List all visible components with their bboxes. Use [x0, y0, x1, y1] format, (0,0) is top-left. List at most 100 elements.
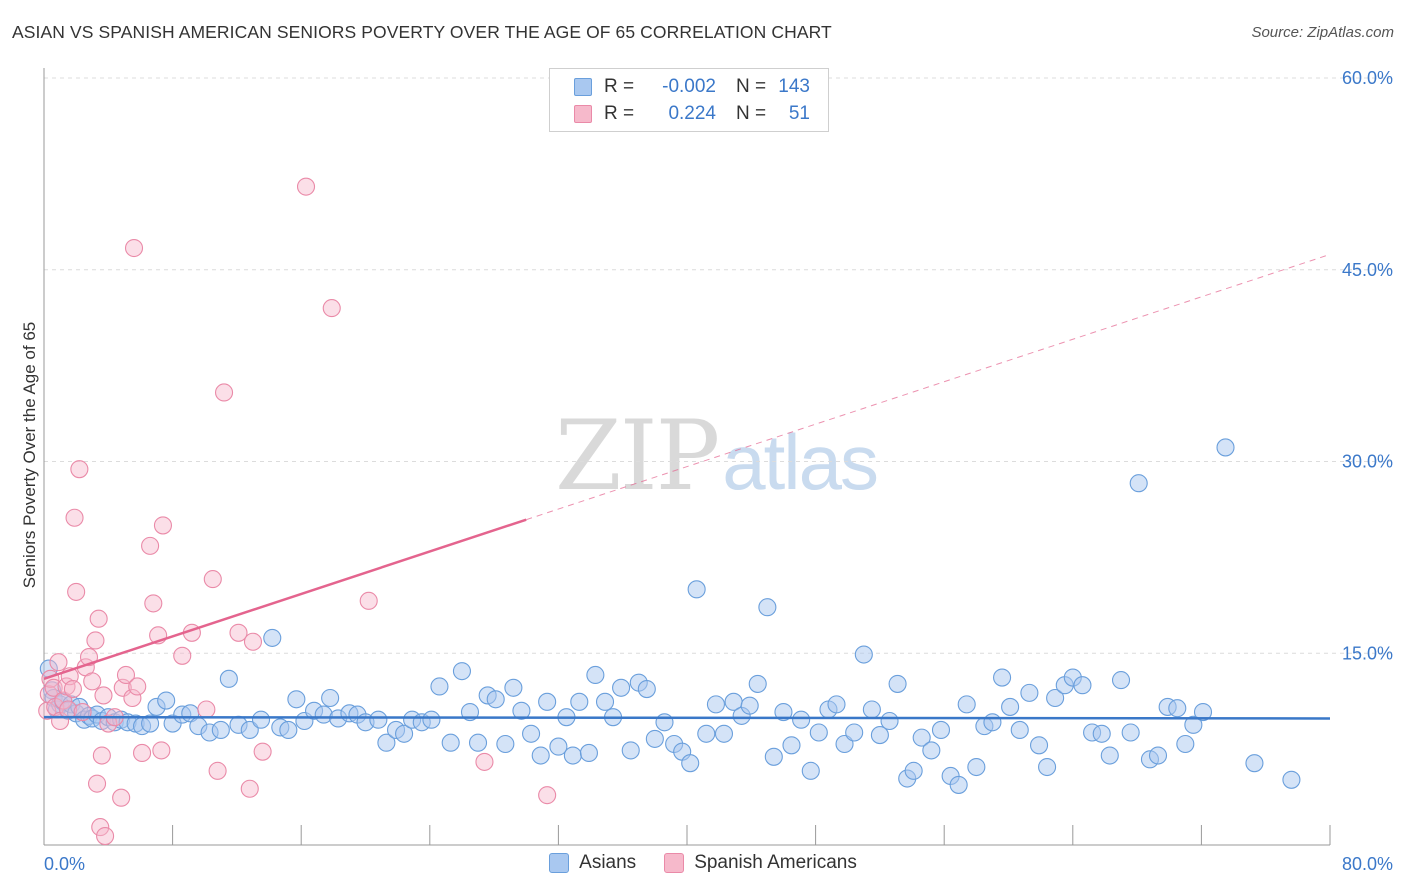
spanish-point — [240, 779, 259, 798]
legend-r-label: R = — [604, 103, 635, 124]
asian-point — [240, 720, 259, 740]
spanish-point — [91, 818, 110, 837]
asian-point — [687, 580, 706, 599]
asian-point — [801, 761, 820, 780]
asian-point — [1129, 474, 1148, 493]
asian-point — [422, 710, 441, 729]
asian-point — [870, 726, 889, 745]
asian-point — [748, 674, 767, 693]
spanish-trend-extension — [526, 253, 1331, 521]
asian-point — [1100, 746, 1119, 765]
asian-point — [1193, 703, 1213, 722]
legend-swatch-asians — [574, 78, 592, 96]
asian-point — [219, 669, 238, 688]
asian-point — [395, 724, 414, 743]
asian-points — [39, 438, 1301, 794]
spanish-point — [116, 665, 136, 685]
asian-point — [468, 733, 488, 752]
spanish-point — [112, 788, 131, 807]
spanish-points — [38, 177, 557, 846]
spanish-point — [152, 741, 171, 760]
asian-point — [1245, 754, 1264, 773]
spanish-point — [322, 299, 341, 318]
spanish-point — [128, 677, 147, 696]
legend-n-label: N = — [736, 103, 767, 124]
asian-point — [563, 746, 582, 765]
tick-labels: 15.0% 30.0% 45.0% 60.0% 0.0% 80.0% — [44, 68, 1393, 874]
asian-point — [1001, 697, 1020, 716]
asian-point — [1148, 746, 1168, 765]
source-label: Source: ZipAtlas.com — [1251, 24, 1394, 41]
asian-point — [993, 668, 1012, 687]
asian-point — [538, 692, 557, 711]
spanish-point — [123, 688, 142, 708]
spanish-point — [475, 752, 494, 771]
spanish-point — [44, 678, 63, 697]
asian-point — [531, 746, 550, 765]
spanish-point — [124, 238, 144, 258]
asian-point — [512, 701, 531, 720]
legend-label-spanish: Spanish Americans — [694, 852, 857, 873]
asian-point — [1121, 723, 1140, 742]
asian-point — [579, 743, 598, 763]
asian-point — [287, 690, 306, 709]
y-tick-label: 15.0% — [1342, 643, 1393, 663]
spanish-point — [144, 594, 163, 613]
asian-point — [263, 628, 282, 647]
asian-point — [452, 662, 472, 681]
asian-point — [612, 678, 631, 697]
asian-point — [714, 724, 734, 743]
asian-point — [1029, 736, 1049, 755]
x-tick-label: 80.0% — [1342, 854, 1393, 874]
legend-swatch-asians — [549, 853, 570, 873]
asian-point — [880, 711, 899, 731]
spanish-point — [94, 686, 113, 705]
watermark-zip: ZIP — [555, 400, 720, 512]
chart-title: ASIAN VS SPANISH AMERICAN SENIORS POVERT… — [12, 22, 832, 42]
spanish-point — [83, 672, 102, 691]
spanish-point — [153, 516, 173, 535]
legend-swatch-spanish — [664, 853, 685, 873]
spanish-point — [63, 679, 82, 699]
spanish-point — [197, 700, 216, 719]
asian-point — [1046, 688, 1065, 708]
legend-n-value: 143 — [778, 76, 810, 97]
x-tick-label: 0.0% — [44, 854, 85, 874]
legend-r-value: -0.002 — [662, 76, 716, 97]
legend-r-label: R = — [604, 76, 635, 97]
y-tick-label: 30.0% — [1342, 452, 1393, 472]
asian-point — [486, 690, 505, 709]
asian-point — [621, 741, 640, 760]
asian-point — [792, 710, 811, 729]
spanish-point — [65, 508, 84, 527]
asian-point — [595, 692, 615, 711]
asian-point — [1010, 720, 1029, 740]
asian-point — [706, 695, 725, 714]
asian-point — [681, 754, 700, 773]
legend-row-asians: R = -0.002 N = 143 — [574, 75, 810, 99]
asian-point — [1176, 734, 1195, 754]
spanish-point — [296, 177, 316, 196]
legend-n-value: 51 — [788, 103, 810, 124]
asian-trend-line — [43, 715, 1331, 720]
asian-point — [912, 728, 931, 747]
asian-point — [957, 695, 976, 714]
asian-point — [321, 688, 340, 708]
asian-point — [949, 775, 968, 794]
asian-point — [504, 678, 523, 697]
spanish-point — [203, 570, 222, 589]
legend-item-spanish: Spanish Americans — [664, 852, 857, 874]
asian-point — [522, 724, 541, 743]
asian-point — [922, 741, 941, 760]
gridlines — [44, 77, 1392, 654]
spanish-point — [229, 623, 248, 642]
asian-point — [1092, 724, 1111, 743]
axes — [43, 68, 1331, 846]
asian-point — [862, 700, 881, 719]
asian-point — [586, 665, 605, 685]
asian-point — [157, 691, 176, 710]
asian-point — [496, 734, 515, 754]
spanish-point — [359, 591, 378, 610]
spanish-point — [253, 742, 272, 761]
